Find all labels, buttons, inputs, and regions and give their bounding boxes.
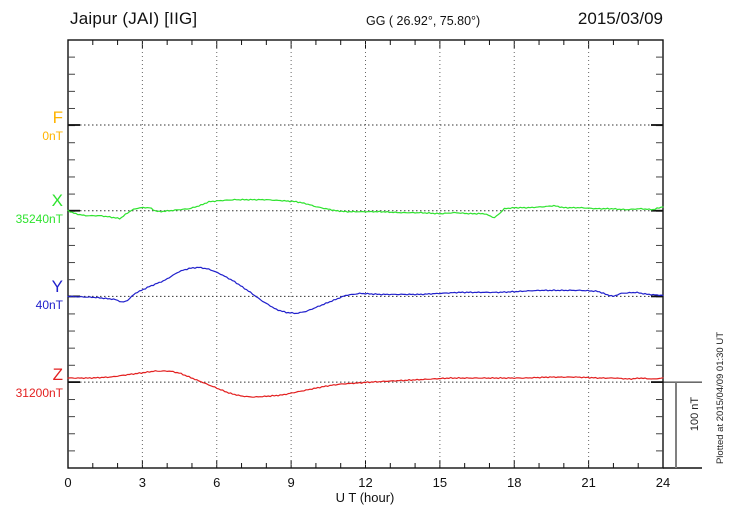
channel-label-X: X 35240nT: [0, 192, 63, 225]
x-tick-label: 15: [433, 475, 447, 490]
channel-label-Y: Y 40nT: [0, 278, 63, 311]
x-axis-title: U T (hour): [335, 490, 395, 505]
channel-baseline-Z: 31200nT: [15, 386, 63, 400]
channel-baseline-F: 0nT: [42, 129, 63, 143]
channel-baseline-Y: 40nT: [35, 298, 63, 312]
channel-baseline-X: 35240nT: [15, 212, 63, 226]
channel-label-F: F 0nT: [0, 109, 63, 142]
x-tick-label: 24: [656, 475, 670, 490]
x-tick-label: 21: [581, 475, 595, 490]
channel-letter-F: F: [52, 108, 63, 127]
channel-label-Z: Z 31200nT: [0, 366, 63, 399]
plot-date: 2015/03/09: [577, 9, 663, 28]
x-tick-label: 18: [507, 475, 521, 490]
x-tick-label: 6: [213, 475, 220, 490]
channel-letter-X: X: [51, 191, 63, 210]
trace-Z: [67, 370, 664, 398]
x-tick-label: 3: [139, 475, 146, 490]
x-tick-label: 12: [358, 475, 372, 490]
plotted-timestamp-note: Plotted at 2015/04/09 01:30 UT: [715, 331, 726, 465]
geographic-coordinates: GG ( 26.92°, 75.80°): [366, 14, 481, 28]
trace-X: [67, 198, 664, 220]
channel-letter-Z: Z: [52, 365, 63, 384]
station-title: Jaipur (JAI) [IIG]: [70, 9, 198, 28]
trace-Y: [67, 266, 664, 315]
channel-letter-Y: Y: [51, 277, 63, 296]
x-tick-label: 9: [288, 475, 295, 490]
scale-bar-label: 100 nT: [689, 396, 701, 432]
x-tick-label: 0: [64, 475, 71, 490]
